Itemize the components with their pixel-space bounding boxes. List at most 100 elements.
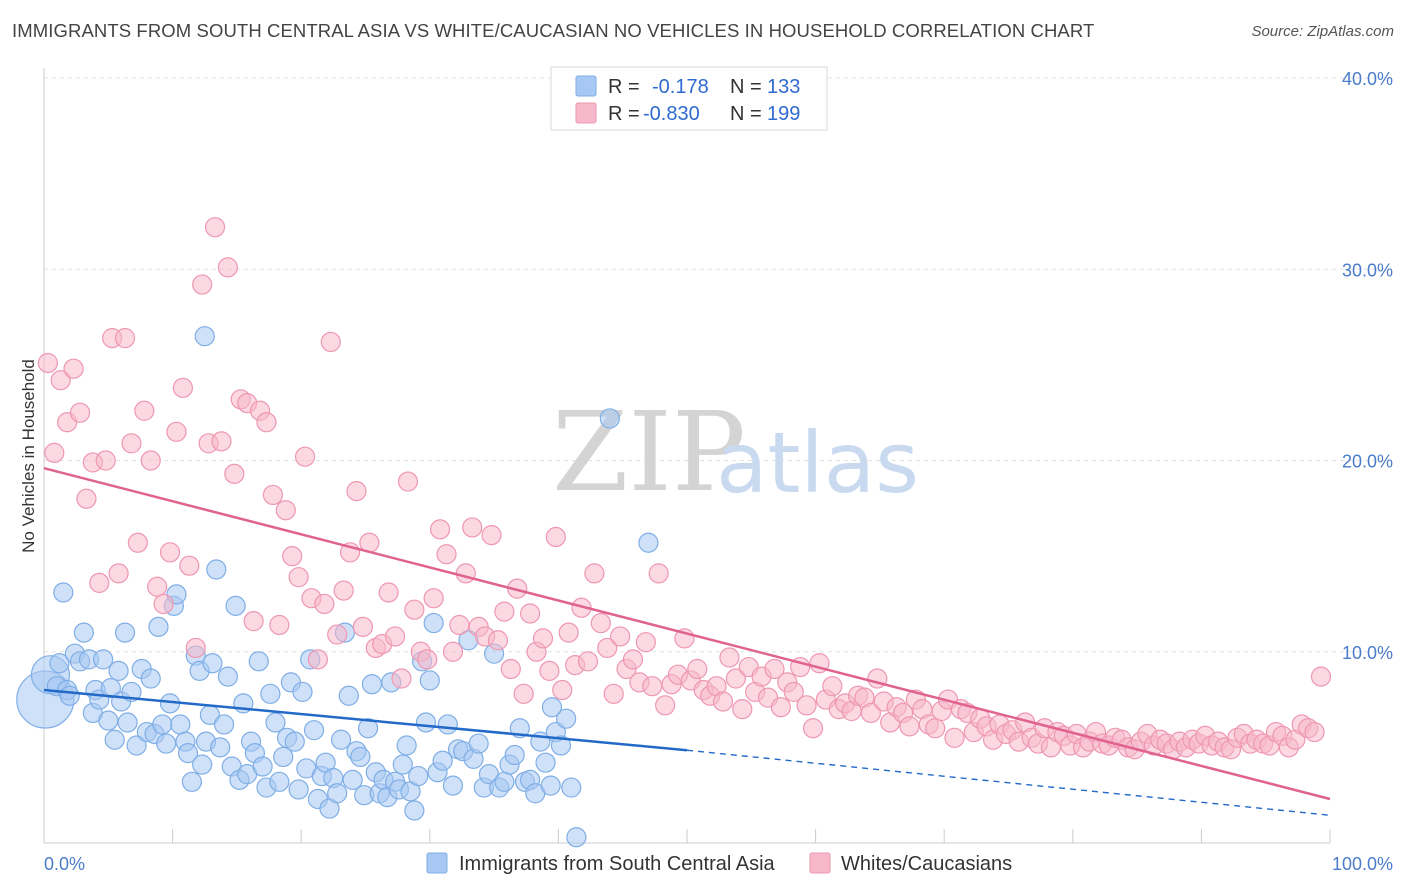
point-pink [159, 542, 181, 563]
point-blue [408, 765, 429, 787]
point-blue [415, 712, 437, 733]
point-pink [925, 718, 946, 739]
point-blue [126, 735, 147, 756]
point-blue [423, 612, 444, 634]
point-pink [95, 450, 116, 471]
point-pink [648, 563, 669, 584]
point-pink [224, 463, 245, 484]
point-blue [210, 737, 231, 758]
point-pink [642, 676, 663, 697]
point-pink [147, 576, 168, 597]
point-blue [550, 735, 572, 756]
point-pink [539, 660, 560, 681]
point-blue [269, 771, 290, 792]
point-blue [148, 616, 169, 637]
point-pink [712, 691, 734, 712]
point-blue [442, 775, 464, 796]
legend-r-value-blue: -0.178 [652, 76, 709, 98]
point-pink [378, 582, 399, 603]
point-pink [37, 352, 58, 374]
bottom-legend-label-blue: Immigrants from South Central Asia [459, 853, 776, 875]
point-blue [177, 743, 199, 764]
point-pink [822, 676, 843, 697]
point-blue [292, 681, 313, 703]
point-pink [114, 328, 136, 349]
legend-n-value-pink: 199 [767, 103, 800, 125]
watermark: ZIP atlas [552, 388, 919, 516]
point-blue [327, 783, 348, 804]
point-pink [455, 563, 476, 584]
point-blue [540, 775, 561, 796]
point-pink [256, 412, 277, 433]
legend-n-label-blue: N = [730, 76, 762, 98]
point-pink [140, 450, 161, 471]
point-pink [294, 446, 316, 467]
y-tick-label: 10.0% [1342, 643, 1393, 663]
point-pink [397, 471, 419, 492]
point-blue [392, 754, 413, 775]
point-pink [436, 544, 457, 565]
point-pink [282, 546, 303, 567]
point-pink [513, 683, 534, 704]
point-pink [610, 626, 631, 647]
point-pink [172, 377, 193, 398]
bottom-legend-swatch-pink [809, 852, 831, 874]
bottom-legend-swatch-blue [426, 852, 448, 874]
point-blue [192, 754, 213, 775]
point-blue [73, 622, 94, 643]
point-blue [535, 752, 556, 773]
point-pink [590, 612, 611, 634]
point-blue [59, 685, 80, 706]
point-pink [577, 651, 599, 672]
point-pink [442, 641, 464, 662]
point-blue [217, 666, 238, 687]
y-tick-label: 40.0% [1342, 69, 1393, 89]
point-pink [429, 519, 451, 540]
point-pink [802, 718, 824, 739]
point-pink [552, 679, 573, 701]
legend-r-label-pink: R = [608, 103, 640, 125]
point-blue [170, 714, 191, 735]
point-pink [545, 526, 566, 548]
point-pink [796, 695, 817, 716]
point-blue [98, 710, 119, 731]
point-pink [108, 563, 129, 584]
point-blue [53, 582, 74, 603]
legend-n-label-pink: N = [730, 103, 762, 125]
legend-n-value-blue: 133 [767, 76, 800, 98]
source-label: Source: ZipAtlas.com [1251, 23, 1394, 40]
point-blue [342, 769, 363, 790]
point-blue [419, 670, 440, 691]
point-pink [352, 616, 374, 637]
point-pink [121, 433, 142, 454]
y-tick-label: 20.0% [1342, 452, 1393, 472]
point-pink [327, 624, 348, 645]
point-pink [584, 563, 605, 584]
grid-lines [44, 77, 1393, 653]
point-pink [481, 524, 502, 546]
point-pink [487, 630, 509, 651]
point-pink [764, 658, 785, 680]
point-pink [404, 599, 425, 620]
point-pink [603, 683, 624, 704]
point-pink [185, 637, 206, 659]
legend-r-label-blue: R = [608, 76, 640, 98]
point-pink [89, 572, 110, 594]
trend-line-pink [43, 466, 1331, 801]
point-pink [63, 358, 84, 379]
bottom-legend: Immigrants from South Central Asia White… [426, 852, 1012, 875]
point-pink [314, 593, 335, 615]
chart-title: IMMIGRANTS FROM SOUTH CENTRAL ASIA VS WH… [12, 20, 1095, 41]
point-blue [117, 712, 138, 733]
point-pink [346, 481, 367, 502]
point-pink [243, 611, 264, 632]
point-pink [532, 628, 554, 649]
point-blue [468, 733, 489, 754]
point-blue [396, 735, 417, 756]
point-pink [423, 588, 444, 609]
point-blue [561, 777, 582, 798]
y-tick-label: 30.0% [1342, 260, 1393, 280]
point-pink [320, 331, 341, 353]
point-pink [462, 517, 483, 538]
